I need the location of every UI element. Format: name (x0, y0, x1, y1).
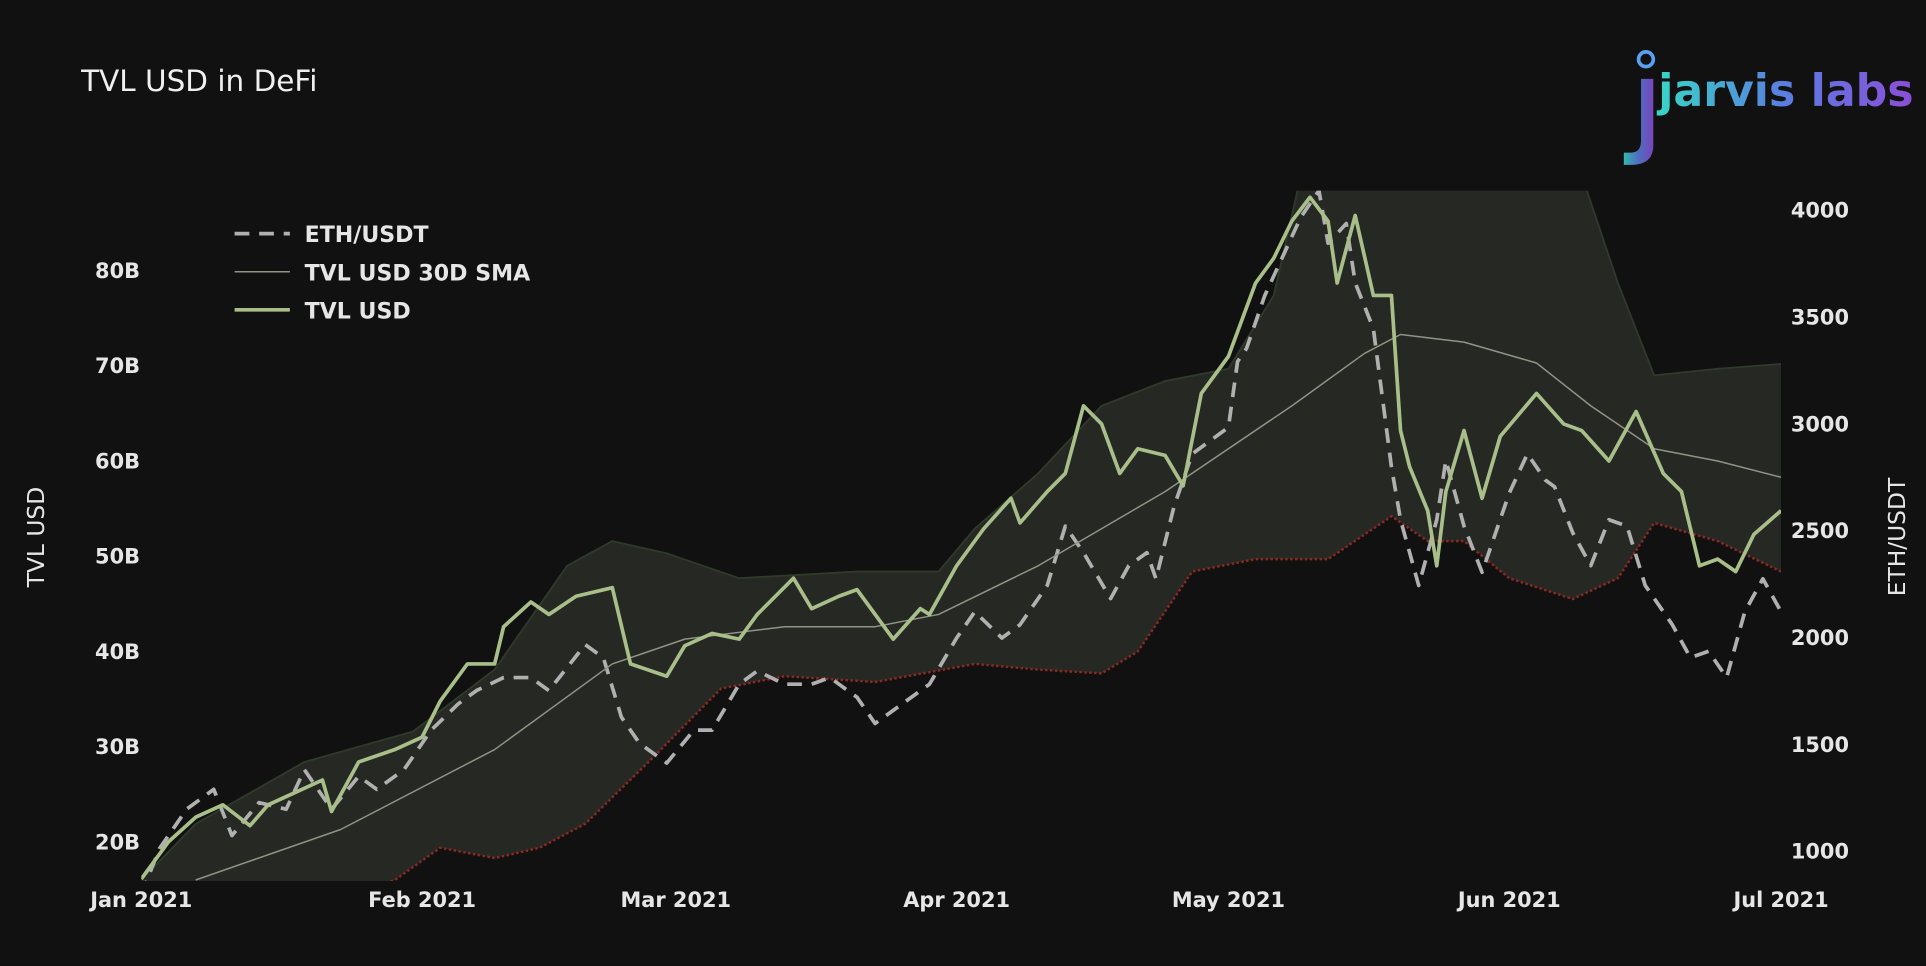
y2-tick-label: 1500 (1791, 733, 1849, 757)
y-axis-right: 1000 1500 2000 2500 3000 3500 4000 (1791, 199, 1849, 864)
x-tick-label: May 2021 (1172, 888, 1285, 912)
y-tick-label: 30B (95, 735, 140, 759)
x-tick-label: Mar 2021 (621, 888, 732, 912)
legend-label-eth: ETH/USDT (305, 222, 429, 248)
y2-tick-label: 3500 (1791, 306, 1849, 330)
tvl-sma-line (195, 333, 1782, 881)
x-tick-label: Feb 2021 (368, 888, 476, 912)
x-tick-label: Jun 2021 (1456, 888, 1561, 912)
x-tick-label: Apr 2021 (903, 888, 1010, 912)
x-axis: Jan 2021 Feb 2021 Mar 2021 Apr 2021 May 2021… (88, 888, 1828, 912)
y-axis-title: TVL USD (22, 487, 50, 588)
tvl-usd-line (141, 195, 1782, 881)
logo: jarvis labs (1623, 50, 1914, 165)
y-tick-label: 60B (95, 449, 140, 473)
logo-dot (1636, 50, 1656, 69)
band-upper-line (141, 190, 1782, 881)
x-tick-label: Jan 2021 (88, 888, 192, 912)
legend-label-sma: TVL USD 30D SMA (305, 260, 531, 286)
y-tick-label: 20B (95, 830, 140, 854)
logo-j-stem (1623, 78, 1654, 165)
legend-label-tvl: TVL USD (305, 298, 411, 324)
eth-usdt-line (144, 190, 1782, 881)
chart-title: TVL USD in DeFi (80, 64, 317, 98)
y2-tick-label: 1000 (1791, 840, 1849, 864)
y2-tick-label: 2500 (1791, 519, 1849, 543)
y2-axis-title: ETH/USDT (1883, 477, 1911, 596)
y2-tick-label: 4000 (1791, 199, 1849, 223)
legend: ETH/USDT TVL USD 30D SMA TVL USD (234, 222, 531, 324)
y2-tick-label: 2000 (1791, 626, 1849, 650)
y-tick-label: 70B (95, 354, 140, 378)
y-tick-label: 80B (95, 259, 140, 283)
y-tick-label: 40B (95, 640, 140, 664)
plot-area (141, 190, 1782, 881)
y-tick-label: 50B (95, 545, 140, 569)
y-axis-left: 20B 30B 40B 50B 60B 70B 80B (95, 259, 140, 854)
x-tick-label: Jul 2021 (1731, 888, 1828, 912)
y2-tick-label: 3000 (1791, 412, 1849, 436)
logo-text: jarvis labs (1656, 66, 1913, 117)
